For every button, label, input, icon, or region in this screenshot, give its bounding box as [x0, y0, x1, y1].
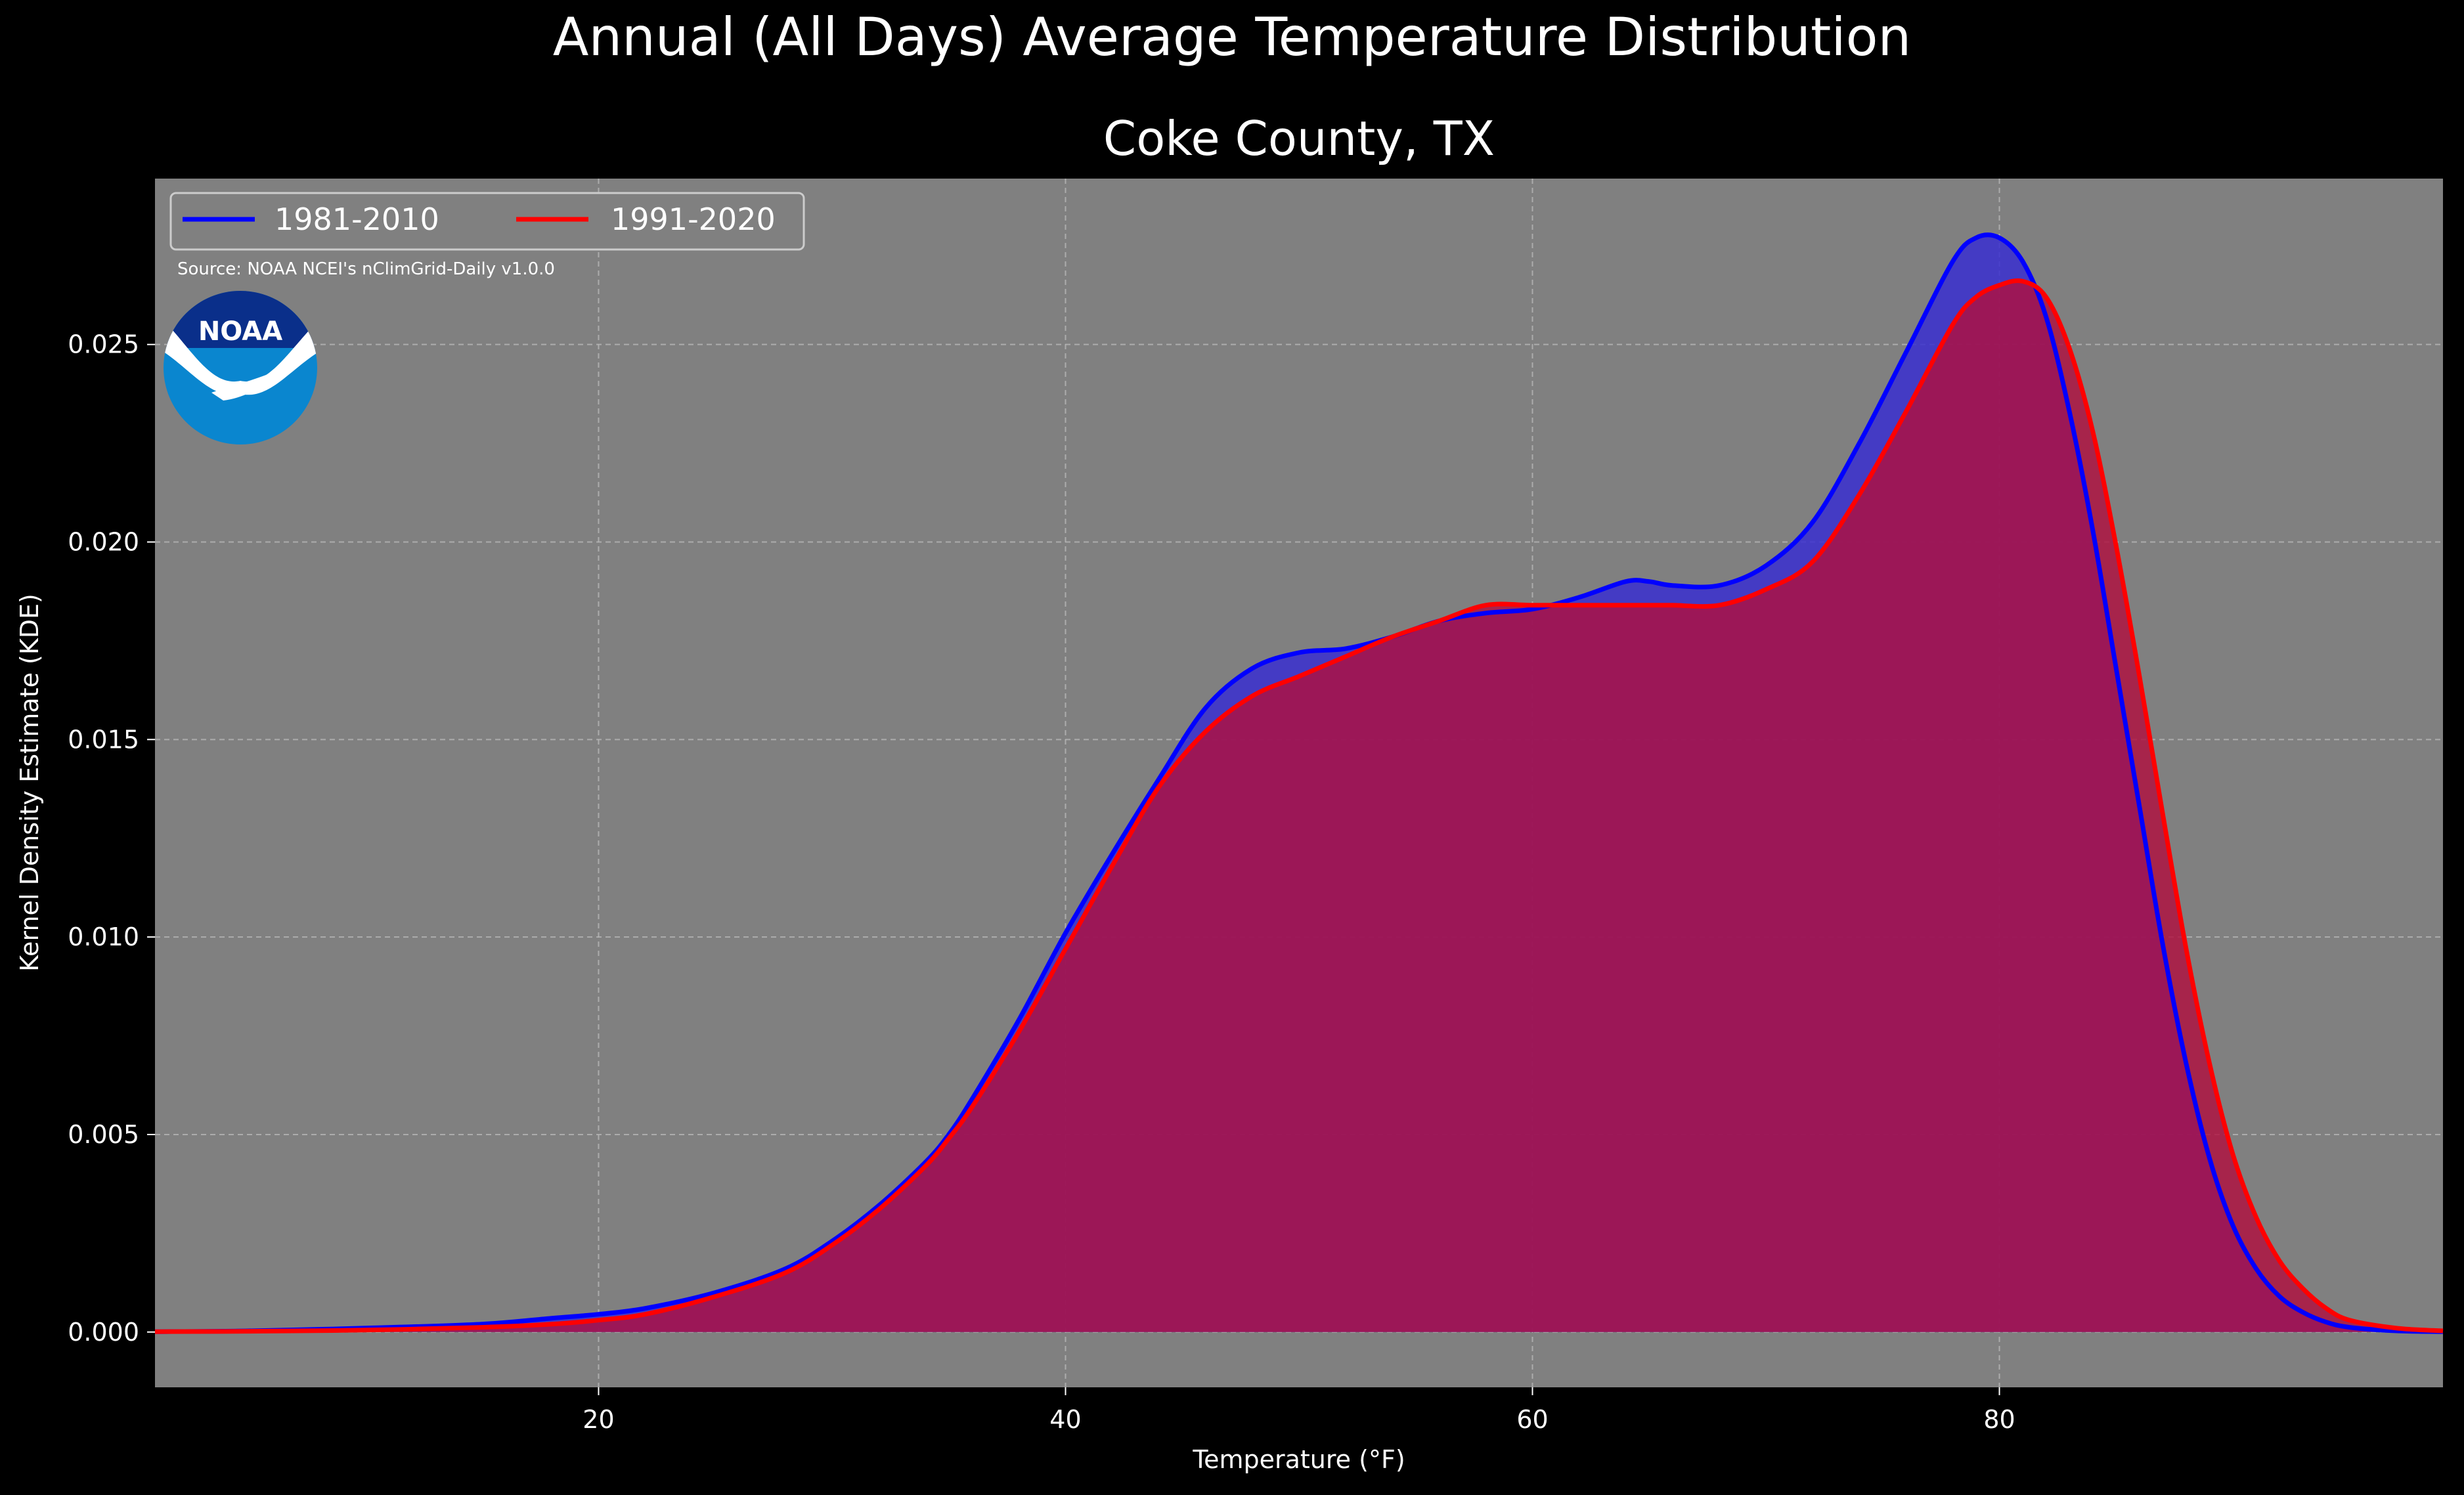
source-note: Source: NOAA NCEI's nClimGrid-Daily v1.0…	[177, 259, 555, 279]
x-axis-label: Temperature (°F)	[1192, 1445, 1405, 1474]
density-areas	[155, 234, 2443, 1332]
legend-box	[169, 192, 805, 251]
noaa-logo-text: NOAA	[198, 316, 282, 347]
x-tick-label: 60	[1516, 1405, 1548, 1434]
x-tick-label: 20	[583, 1405, 614, 1434]
y-axis-label: Kernel Density Estimate (KDE)	[15, 594, 44, 972]
x-tick-label: 80	[1983, 1405, 2015, 1434]
y-tick-label: 0.000	[68, 1318, 139, 1347]
series-1991-2020-area	[155, 280, 2443, 1332]
x-axis-ticks: 20 40 60 80	[583, 1387, 2015, 1434]
figure-suptitle: Annual (All Days) Average Temperature Di…	[553, 7, 1911, 68]
x-tick-label: 40	[1049, 1405, 1081, 1434]
y-tick-label: 0.005	[68, 1120, 139, 1149]
series-1981-2010-line	[154, 232, 2444, 1334]
legend-label-1981-2010: 1981-2010	[275, 202, 439, 237]
y-axis-ticks: 0.000 0.005 0.010 0.015 0.020 0.025	[68, 330, 155, 1347]
y-tick-label: 0.015	[68, 725, 139, 754]
density-lines	[154, 232, 2444, 1334]
axes-title: Coke County, TX	[1103, 111, 1495, 166]
y-tick-label: 0.020	[68, 528, 139, 557]
y-tick-label: 0.010	[68, 922, 139, 951]
legend: 1981-2010 1991-2020	[169, 192, 805, 251]
legend-label-1991-2020: 1991-2020	[611, 202, 776, 237]
series-1991-2020-line	[154, 278, 2444, 1334]
y-tick-label: 0.025	[68, 330, 139, 359]
